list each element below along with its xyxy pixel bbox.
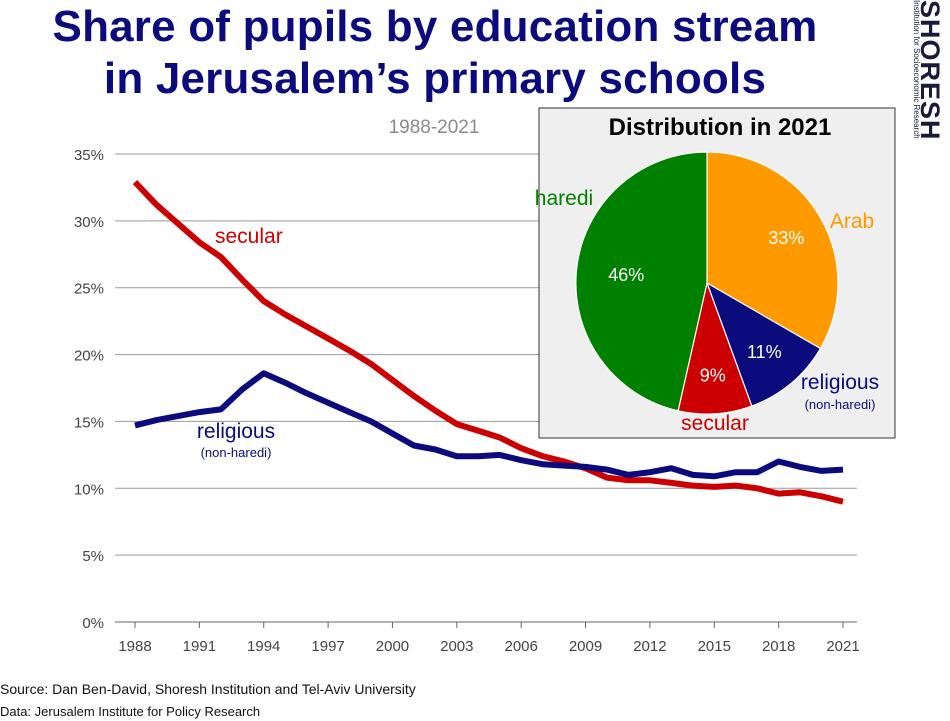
- pie-slice-label-secular: 9%: [700, 366, 726, 386]
- x-tick-label: 2003: [440, 638, 473, 655]
- y-tick-label: 20%: [74, 348, 104, 365]
- chart-title-line-1: Share of pupils by education stream: [52, 2, 818, 51]
- chart-title-line-2: in Jerusalem’s primary schools: [103, 54, 767, 103]
- x-tick-label: 2018: [762, 638, 795, 655]
- x-axis-ticks: 1988 1991 1994 1997 2000 2003 2006 2009 2012 2015…: [118, 622, 860, 655]
- pie-slice-Arab: [706, 151, 839, 350]
- line-chart-subtitle: 1988-2021: [389, 117, 480, 138]
- pie-legend-religious: religious: [801, 371, 879, 394]
- religious-series-note: (non-haredi): [201, 445, 272, 460]
- series-line-religious: [134, 370, 844, 480]
- y-tick-label: 25%: [74, 281, 104, 298]
- logo-text: SHORESH: [915, 0, 945, 141]
- x-tick-label: 2021: [826, 638, 859, 655]
- y-tick-label: 0%: [82, 615, 104, 632]
- x-tick-label: 1991: [183, 638, 216, 655]
- x-tick-label: 2000: [376, 638, 409, 655]
- pie-legend-religious-note: (non-haredi): [805, 397, 876, 412]
- y-axis-ticks: 0% 5% 10% 15% 20% 25% 30% 35%: [74, 147, 104, 632]
- pie-legend-arab: Arab: [830, 210, 874, 233]
- pie-slice-haredi: [575, 151, 708, 412]
- x-tick-label: 2012: [633, 638, 666, 655]
- x-tick-label: 1994: [247, 638, 280, 655]
- y-tick-label: 30%: [74, 214, 104, 231]
- pie-slice-religious: [705, 281, 822, 407]
- x-tick-label: 2015: [698, 638, 731, 655]
- pie-legend-secular: secular: [681, 412, 749, 435]
- x-tick-label: 2006: [504, 638, 537, 655]
- shoresh-logo: SHORESH Institution for Socioeconomic Re…: [912, 0, 950, 170]
- religious-series-label: religious: [197, 420, 275, 443]
- y-tick-label: 10%: [74, 481, 104, 498]
- pie-inset: Distribution in 2021 33% 11% 9% 46% Arab ha…: [535, 107, 896, 439]
- data-note: Data: Jerusalem Institute for Policy Res…: [0, 704, 261, 719]
- y-tick-label: 5%: [82, 548, 104, 565]
- pie-legend-haredi: haredi: [535, 187, 593, 210]
- logo-subtext: Institution for Socioeconomic Research: [912, 0, 921, 139]
- x-tick-label: 1988: [118, 638, 151, 655]
- source-note: Source: Dan Ben-David, Shoresh Instituti…: [0, 681, 416, 697]
- x-tick-label: 1997: [311, 638, 344, 655]
- y-tick-label: 35%: [74, 147, 104, 164]
- pie-slice-label-Arab: 33%: [768, 228, 804, 248]
- y-tick-label: 15%: [74, 414, 104, 431]
- line-series: [132, 180, 844, 505]
- series-line-secular: [132, 180, 844, 505]
- pie-slice-label-religious: 11%: [747, 342, 782, 362]
- x-tick-label: 2009: [569, 638, 602, 655]
- secular-series-label: secular: [215, 225, 283, 248]
- pie-title: Distribution in 2021: [609, 114, 832, 141]
- pie-slice-label-haredi: 46%: [608, 265, 644, 285]
- pie-chart: 33% 11% 9% 46%: [575, 151, 839, 415]
